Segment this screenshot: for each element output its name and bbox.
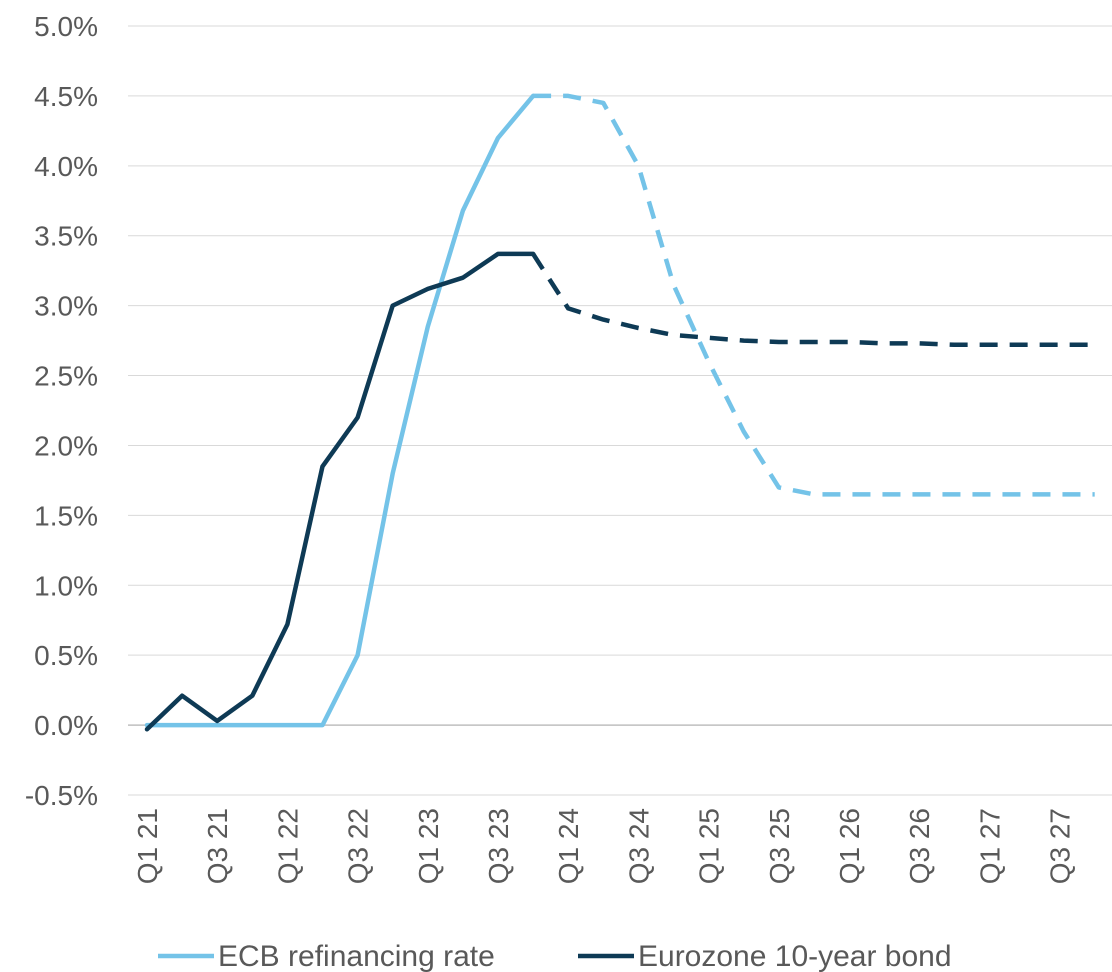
y-tick-label: 4.5% bbox=[34, 81, 98, 112]
gridlines bbox=[128, 25, 1112, 796]
y-tick-label: 4.0% bbox=[34, 151, 98, 182]
series-lines bbox=[144, 93, 1095, 732]
y-tick-label: 3.0% bbox=[34, 291, 98, 322]
series-line-actual-1 bbox=[144, 251, 536, 732]
legend-label: Eurozone 10-year bond bbox=[638, 940, 952, 972]
legend: ECB refinancing rate Eurozone 10-year bon… bbox=[158, 940, 952, 972]
x-tick-label: Q1 24 bbox=[553, 808, 584, 884]
x-tick-label: Q1 22 bbox=[272, 808, 303, 884]
x-tick-label: Q3 22 bbox=[343, 808, 374, 884]
x-tick-label: Q3 26 bbox=[904, 808, 935, 884]
legend-label: ECB refinancing rate bbox=[218, 940, 495, 972]
x-tick-label: Q1 21 bbox=[132, 808, 163, 884]
y-tick-label: 0.5% bbox=[34, 640, 98, 671]
y-tick-label: -0.5% bbox=[25, 780, 98, 811]
y-tick-label: 2.0% bbox=[34, 430, 98, 461]
x-tick-label: Q1 25 bbox=[694, 808, 725, 884]
x-tick-label: Q3 27 bbox=[1045, 808, 1076, 884]
x-tick-label: Q3 21 bbox=[202, 808, 233, 884]
x-tick-label: Q1 23 bbox=[413, 808, 444, 884]
y-tick-label: 1.5% bbox=[34, 500, 98, 531]
y-tick-label: 0.0% bbox=[34, 710, 98, 741]
y-tick-label: 1.0% bbox=[34, 570, 98, 601]
series-line-actual-0 bbox=[144, 93, 536, 728]
y-tick-label: 3.5% bbox=[34, 221, 98, 252]
x-tick-label: Q3 25 bbox=[764, 808, 795, 884]
series-line-forecast-0 bbox=[533, 93, 1095, 497]
x-tick-label: Q3 23 bbox=[483, 808, 514, 884]
series-line-forecast-1 bbox=[531, 252, 1095, 348]
x-tick-label: Q1 27 bbox=[974, 808, 1005, 884]
x-axis: Q1 21 Q3 21 Q1 22 Q3 22 Q1 23 Q3 23 Q1 24 Q3 24… bbox=[132, 808, 1076, 884]
x-tick-label: Q1 26 bbox=[834, 808, 865, 884]
x-tick-label: Q3 24 bbox=[623, 808, 654, 884]
y-axis: 5.0% 4.5% 4.0% 3.5% 3.0% 2.5% 2.0% 1.5% 1.0% 0.5%… bbox=[25, 11, 98, 811]
y-tick-label: 2.5% bbox=[34, 361, 98, 392]
y-tick-label: 5.0% bbox=[34, 11, 98, 42]
